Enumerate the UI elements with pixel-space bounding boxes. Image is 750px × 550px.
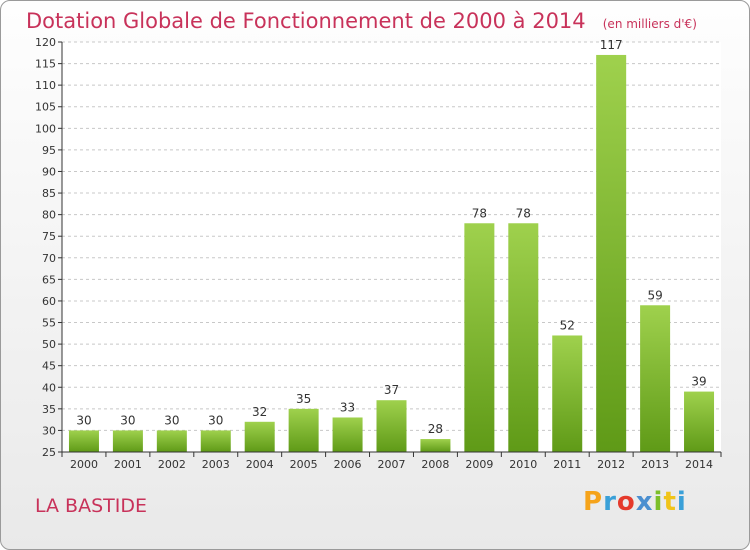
- chart-title: Dotation Globale de Fonctionnement de 20…: [26, 9, 586, 33]
- x-tick-label-2004: 2004: [246, 458, 274, 471]
- data-label-2014: 39: [691, 375, 706, 389]
- data-label-2006: 33: [340, 400, 355, 414]
- bar-2008: [420, 439, 451, 452]
- y-tick-label: 30: [42, 424, 56, 437]
- logo-letter: t: [663, 487, 677, 517]
- data-label-2001: 30: [120, 413, 135, 427]
- y-tick-label: 80: [42, 209, 56, 222]
- x-tick-label-2011: 2011: [553, 458, 581, 471]
- y-tick-label: 100: [35, 122, 56, 135]
- bar-2007: [376, 400, 407, 452]
- bar-2000: [68, 430, 99, 452]
- data-label-2009: 78: [472, 206, 487, 220]
- bar-2012: [596, 54, 627, 453]
- data-label-2004: 32: [252, 405, 267, 419]
- y-tick-label: 50: [42, 338, 56, 351]
- data-label-2002: 30: [164, 413, 179, 427]
- data-label-2003: 30: [208, 413, 223, 427]
- x-tick-label-2008: 2008: [421, 458, 449, 471]
- y-tick-label: 110: [35, 79, 56, 92]
- title-block: Dotation Globale de Fonctionnement de 20…: [26, 9, 697, 33]
- bar-2006: [332, 417, 363, 452]
- x-tick-label-2001: 2001: [114, 458, 142, 471]
- logo-letter: i: [676, 487, 687, 517]
- data-labels: 30 30 30 30 32 35 33 37 28 78 78 52 117 59 39: [76, 38, 706, 436]
- y-tick-label: 105: [35, 101, 56, 114]
- chart-unit-label: (en milliers d'€): [602, 17, 697, 31]
- y-tick-label: 70: [42, 252, 56, 265]
- bar-2004: [244, 421, 275, 452]
- y-tick-label: 55: [42, 317, 56, 330]
- bar-2010: [508, 223, 539, 452]
- x-tick-label-2003: 2003: [202, 458, 230, 471]
- data-label-2013: 59: [647, 288, 662, 302]
- x-tick-label-2013: 2013: [641, 458, 669, 471]
- bar-2001: [112, 430, 143, 452]
- y-tick-label: 25: [42, 446, 56, 459]
- logo-letter: r: [603, 487, 617, 517]
- logo-letter: i: [653, 487, 664, 517]
- proxiti-logo: Proxiti: [583, 487, 687, 517]
- bars: [68, 54, 715, 453]
- x-tick-label-2000: 2000: [70, 458, 98, 471]
- logo-letter: x: [635, 487, 654, 517]
- y-tick-label: 65: [42, 273, 56, 286]
- y-tick-label: 95: [42, 144, 56, 157]
- grid-lines: [62, 41, 721, 431]
- y-tick-label: 45: [42, 360, 56, 373]
- y-tick-label: 35: [42, 403, 56, 416]
- x-tick-label-2002: 2002: [158, 458, 186, 471]
- y-tick-label: 90: [42, 165, 56, 178]
- bar-2005: [288, 408, 319, 452]
- bar-2011: [552, 335, 583, 452]
- y-tick-label: 40: [42, 381, 56, 394]
- data-label-2005: 35: [296, 392, 311, 406]
- bar-2014: [684, 391, 715, 452]
- bar-2009: [464, 223, 495, 452]
- data-label-2011: 52: [560, 318, 575, 332]
- data-label-2007: 37: [384, 383, 399, 397]
- x-tick-label-2014: 2014: [685, 458, 713, 471]
- bar-2002: [156, 430, 187, 452]
- x-tick-label-2007: 2007: [378, 458, 406, 471]
- x-tick-label-2006: 2006: [334, 458, 362, 471]
- y-axis-ticks: 25 30 35 40 45 50 55 60 65 70 75 80 85 90 95 100 105 110 1…: [35, 36, 62, 459]
- data-label-2000: 30: [76, 413, 91, 427]
- y-tick-label: 75: [42, 230, 56, 243]
- y-tick-label: 85: [42, 187, 56, 200]
- bar-2003: [200, 430, 231, 452]
- data-label-2008: 28: [428, 422, 443, 436]
- data-label-2012: 117: [600, 38, 623, 52]
- x-tick-label-2009: 2009: [465, 458, 493, 471]
- y-tick-label: 120: [35, 36, 56, 49]
- y-tick-label: 60: [42, 295, 56, 308]
- logo-letter: P: [583, 487, 604, 517]
- logo-letter: o: [616, 487, 636, 517]
- x-tick-label-2010: 2010: [509, 458, 537, 471]
- x-axis-ticks: 2000 2001 2002 2003 2004 2005 2006 2007 2008 2009…: [61, 452, 722, 471]
- x-tick-label-2005: 2005: [290, 458, 318, 471]
- data-label-2010: 78: [516, 206, 531, 220]
- place-name: LA BASTIDE: [35, 495, 147, 517]
- bar-2013: [640, 305, 671, 452]
- x-tick-label-2012: 2012: [597, 458, 625, 471]
- y-tick-label: 115: [35, 58, 56, 71]
